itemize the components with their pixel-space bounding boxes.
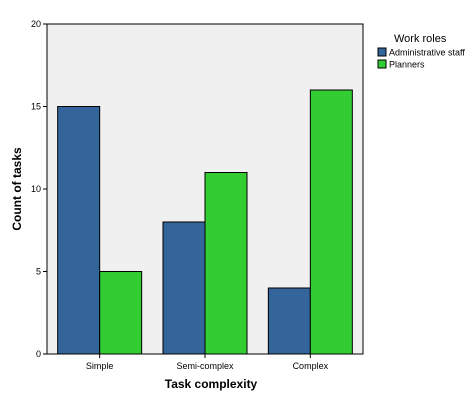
legend-label: Planners: [389, 60, 425, 70]
legend-title: Work roles: [394, 33, 447, 45]
bar-administrative-staff-complex: [267, 287, 311, 355]
bar-planners-simple: [99, 271, 143, 355]
y-tick-label: 5: [36, 267, 41, 277]
bar-administrative-staff-semi-complex: [162, 221, 206, 355]
y-axis-title: Count of tasks: [10, 147, 24, 231]
bar-planners-semi-complex: [204, 172, 248, 355]
x-tick-label: Complex: [293, 361, 329, 371]
x-axis: Simple Semi-complex Complex: [86, 354, 329, 371]
bar-planners-complex: [309, 89, 353, 355]
y-tick-label: 15: [31, 102, 41, 112]
bars-group: [57, 89, 353, 355]
y-axis: 0 5 10 15 20: [31, 19, 47, 359]
y-tick-label: 0: [36, 349, 41, 359]
legend-label: Administrative staff: [389, 48, 465, 58]
y-tick-label: 20: [31, 19, 41, 29]
x-tick-label: Simple: [86, 361, 114, 371]
y-tick-label: 10: [31, 184, 41, 194]
legend-swatch: [377, 59, 387, 69]
legend: Work roles Administrative staff Planners: [377, 33, 465, 70]
legend-swatch: [377, 47, 387, 57]
bar-administrative-staff-simple: [57, 106, 101, 355]
x-axis-title: Task complexity: [165, 377, 258, 391]
x-tick-label: Semi-complex: [176, 361, 234, 371]
